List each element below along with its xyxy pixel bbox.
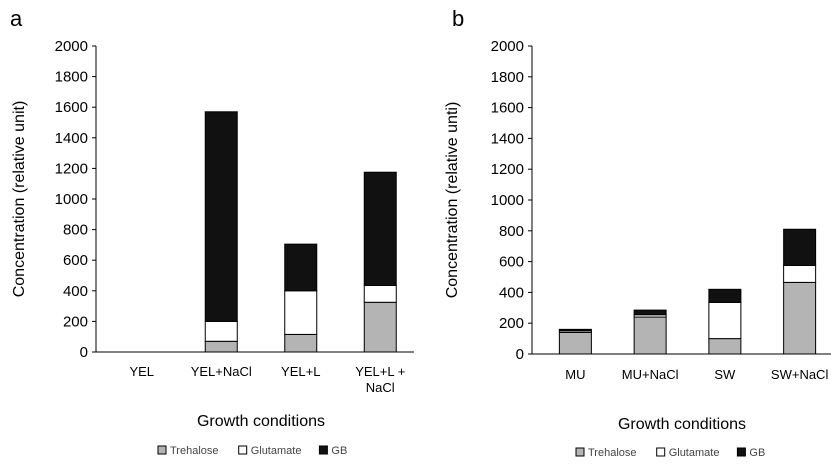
y-tick-label: 800: [63, 222, 88, 239]
bar-glutamate: [284, 290, 318, 335]
bar-glutamate: [204, 320, 238, 342]
category-label-line: NaCl: [366, 380, 395, 395]
bar-gb: [633, 309, 667, 316]
bar-trehalose: [204, 340, 238, 353]
x-axis-title: Growth conditions: [197, 413, 325, 430]
y-tick-label: 2000: [491, 38, 524, 55]
bar-gb: [284, 243, 318, 292]
x-axis-title: Growth conditions: [618, 416, 746, 433]
legend-entry-glutamate: Glutamate: [251, 445, 302, 457]
category-label: YEL+L: [281, 364, 320, 379]
bar-gb: [558, 328, 592, 332]
category-label: SW+NaCl: [771, 367, 829, 382]
y-tick-label: 200: [63, 313, 88, 330]
bar-trehalose: [284, 333, 318, 353]
category-label: MU: [565, 367, 585, 382]
bar-gb: [363, 171, 397, 286]
legend-entry-gb: GB: [331, 445, 347, 457]
y-tick-label: 0: [516, 346, 524, 363]
y-tick-label: 400: [499, 284, 524, 301]
bar-trehalose: [558, 331, 592, 355]
bar-gb: [708, 288, 742, 303]
y-tick-label: 1000: [491, 192, 524, 209]
y-tick-label: 1000: [55, 191, 88, 208]
category-label: YEL: [129, 364, 154, 379]
category-label-line: YEL+NaCl: [191, 364, 252, 379]
bar-glutamate: [708, 301, 742, 340]
legend-swatch-glutamate: [238, 445, 248, 455]
y-tick-label: 1200: [491, 161, 524, 178]
chart-panel-b: b 0 200 400 600 800 1000 1200 1400 1600 1800 2000 Co…: [444, 6, 831, 459]
legend-entry-trehalose: Trehalose: [170, 445, 219, 457]
bar-gb: [783, 228, 817, 266]
legend-entry-gb: GB: [749, 447, 765, 459]
y-tick-label: 1800: [55, 69, 88, 86]
y-tick-label: 1400: [55, 130, 88, 147]
category-label-line: YEL+L: [281, 364, 320, 379]
legend-swatch-trehalose: [575, 447, 585, 457]
y-tick-label: 0: [80, 344, 88, 361]
legend-entry-glutamate: Glutamate: [669, 447, 720, 459]
category-label-line: YEL+L +: [355, 364, 405, 379]
bar-trehalose: [783, 281, 817, 355]
y-tick-label: 400: [63, 283, 88, 300]
chart-panel-a: a 0 200 400 600 800 1000 1200 1400 1600 1800 2000 Co…: [10, 6, 414, 457]
category-label: YEL+L + NaCl: [355, 364, 405, 395]
panel-label: a: [10, 6, 23, 31]
category-label: YEL+NaCl: [191, 364, 252, 379]
panel-label: b: [452, 6, 464, 31]
y-tick-label: 2000: [55, 38, 88, 55]
category-label-line: SW: [714, 367, 736, 382]
y-tick-label: 200: [499, 315, 524, 332]
category-label: SW: [714, 367, 736, 382]
y-tick-label: 1200: [55, 160, 88, 177]
legend-swatch-gb: [736, 447, 746, 457]
bar-glutamate: [783, 264, 817, 283]
bar-gb: [204, 111, 238, 322]
y-axis-title: Concentration (relative unit): [11, 101, 28, 298]
category-label-line: MU: [565, 367, 585, 382]
legend-entry-trehalose: Trehalose: [588, 447, 637, 459]
y-tick-label: 1400: [491, 130, 524, 147]
y-tick-label: 1800: [491, 69, 524, 86]
bar-glutamate: [363, 284, 397, 303]
category-label-line: SW+NaCl: [771, 367, 829, 382]
y-axis-title: Concentration (relative unti): [444, 102, 461, 299]
y-tick-label: 800: [499, 223, 524, 240]
y-tick-label: 1600: [55, 99, 88, 116]
bar-trehalose: [363, 301, 397, 353]
legend-swatch-trehalose: [157, 445, 167, 455]
legend-swatch-glutamate: [656, 447, 666, 457]
bar-trehalose: [633, 316, 667, 355]
bar-trehalose: [708, 338, 742, 355]
y-tick-label: 600: [499, 254, 524, 271]
category-label: MU+NaCl: [622, 367, 679, 382]
category-label-line: YEL: [129, 364, 154, 379]
legend-swatch-gb: [318, 445, 328, 455]
y-tick-label: 1600: [491, 100, 524, 117]
y-tick-label: 600: [63, 252, 88, 269]
category-label-line: MU+NaCl: [622, 367, 679, 382]
